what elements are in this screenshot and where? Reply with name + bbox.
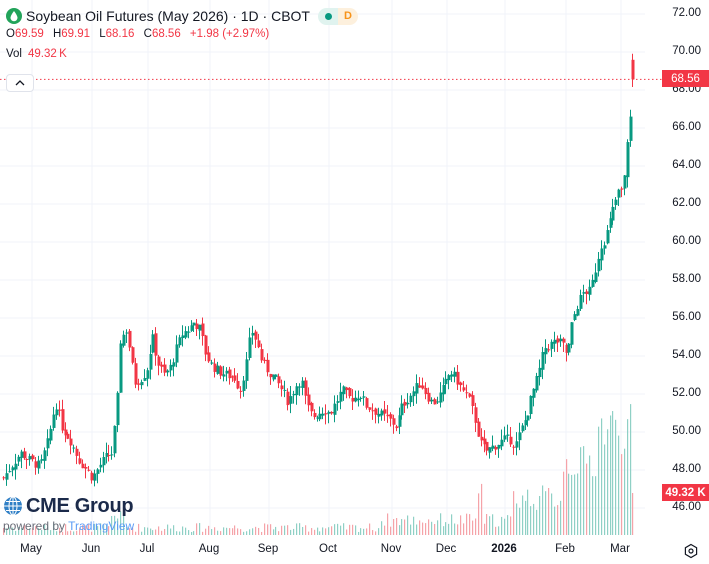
- time-axis-label: Jun: [81, 543, 101, 555]
- last-price-tag: 68.56: [662, 70, 709, 87]
- time-axis-label: 2026: [491, 543, 517, 555]
- price-axis-label: 50.00: [672, 425, 701, 437]
- price-axis-label: 60.00: [672, 235, 701, 247]
- tradingview-link[interactable]: TradingView: [68, 519, 135, 533]
- globe-icon: [4, 496, 22, 516]
- time-axis-label: Oct: [319, 543, 337, 555]
- volume-bars: [3, 404, 634, 535]
- soybean-oil-drop-icon: [6, 8, 22, 24]
- price-axis-label: 64.00: [672, 159, 701, 171]
- market-open-dot-icon: [324, 12, 332, 20]
- price-axis-label: 58.00: [672, 273, 701, 285]
- price-axis-label: 62.00: [672, 197, 701, 209]
- market-status-badge[interactable]: D: [318, 7, 358, 25]
- price-axis-label: 48.00: [672, 463, 701, 475]
- time-axis-label: Aug: [198, 543, 220, 555]
- price-axis-label: 56.00: [672, 311, 701, 323]
- price-axis-label: 72.00: [672, 7, 701, 19]
- volume-legend: Vol 49.32 K: [6, 48, 67, 60]
- low-value: 68.16: [105, 28, 135, 40]
- collapse-legend-button[interactable]: [6, 74, 34, 92]
- close-value: 68.56: [151, 28, 181, 40]
- price-axis-label: 54.00: [672, 349, 701, 361]
- time-axis-label: Jul: [139, 543, 155, 555]
- time-axis-label: Dec: [435, 543, 457, 555]
- gear-icon: [684, 543, 698, 559]
- volume-value: 49.32 K: [28, 48, 67, 60]
- open-value: 69.59: [14, 28, 44, 40]
- time-axis-label: Sep: [257, 543, 279, 555]
- delayed-data-badge: D: [338, 7, 358, 25]
- time-axis-label: Mar: [610, 543, 630, 555]
- ohlc-values: O69.59 H69.91 L68.16 C68.56 +1.98 (+2.97…: [6, 28, 270, 40]
- chart-legend: Soybean Oil Futures (May 2026) · 1D · CB…: [6, 6, 358, 64]
- high-value: 69.91: [61, 28, 91, 40]
- symbol-title[interactable]: Soybean Oil Futures (May 2026) · 1D · CB…: [26, 8, 310, 24]
- grid-lines: [0, 0, 645, 535]
- change-value: +1.98 (+2.97%): [189, 28, 270, 40]
- volume-tag: 49.32 K: [662, 484, 709, 501]
- price-axis-label: 46.00: [672, 501, 701, 513]
- price-axis-label: 52.00: [672, 387, 701, 399]
- time-axis-label: Feb: [555, 543, 575, 555]
- time-axis-label: Nov: [380, 543, 402, 555]
- price-axis-label: 70.00: [672, 45, 701, 57]
- cme-group-logo: CME Group: [26, 494, 134, 517]
- time-axis-label: May: [20, 543, 42, 555]
- price-axis-label: 66.00: [672, 121, 701, 133]
- chart-settings-button[interactable]: [683, 543, 699, 559]
- powered-by-text: powered by TradingView: [3, 519, 135, 533]
- candlesticks: [2, 53, 635, 487]
- chevron-up-icon: [15, 80, 25, 86]
- cme-tradingview-branding[interactable]: CME Group powered by TradingView: [3, 494, 135, 534]
